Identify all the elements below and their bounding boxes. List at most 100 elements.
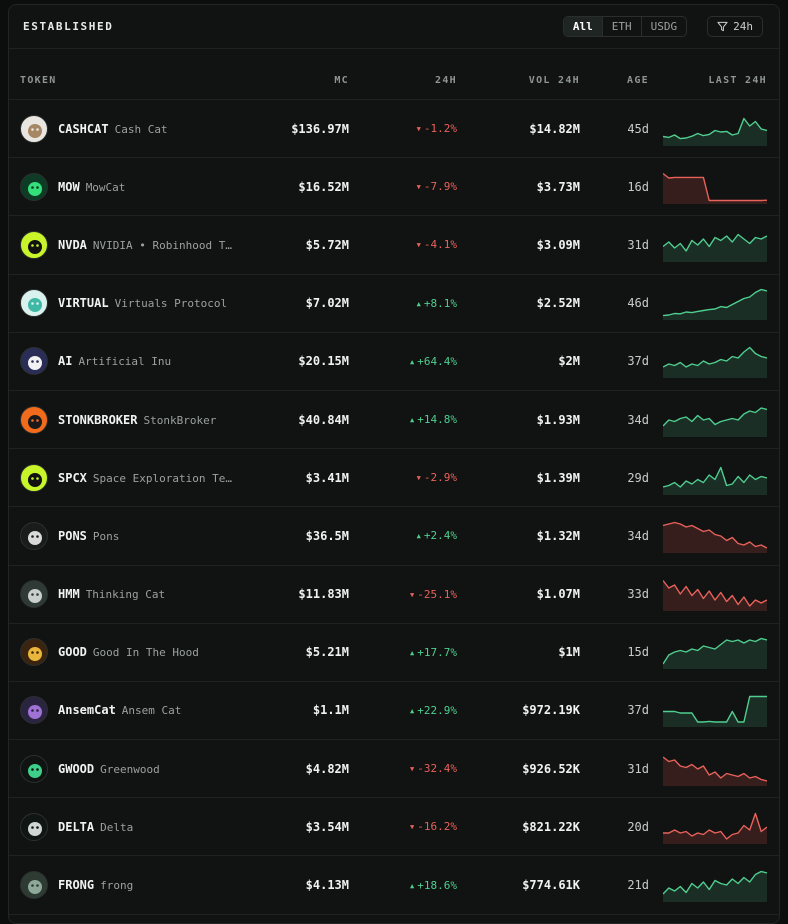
- token-age: 34d: [627, 412, 649, 427]
- sparkline-chart: [663, 756, 767, 786]
- change-24h: ▲ +18.6%: [349, 879, 457, 892]
- change-value: +18.6%: [417, 878, 457, 892]
- token-name: StonkBroker: [143, 413, 217, 427]
- token-cell: DELTA Delta: [9, 812, 259, 841]
- col-24h[interactable]: 24H: [435, 74, 457, 86]
- token-name: Good In The Hood: [92, 646, 199, 660]
- token-logo-icon: [28, 123, 42, 138]
- token-row[interactable]: DELTA Delta $3.54M ▼ -16.2% $821.22K 20d: [9, 798, 779, 857]
- triangle-down-icon: ▼: [416, 241, 421, 250]
- token-age: 15d: [627, 645, 649, 660]
- token-logo-icon: [28, 298, 42, 313]
- token-cell: NVDA NVIDIA • Robinhood T…: [9, 230, 259, 259]
- token-cell: AnsemCat Ansem Cat: [9, 696, 259, 725]
- col-mc[interactable]: MC: [334, 74, 349, 86]
- token-row[interactable]: AnsemCat Ansem Cat $1.1M ▲ +22.9% $972.19…: [9, 682, 779, 741]
- token-cell: VIRTUAL Virtuals Protocol: [9, 289, 259, 318]
- token-symbol: PONS: [58, 528, 87, 543]
- col-age[interactable]: AGE: [627, 74, 649, 86]
- token-name: NVIDIA • Robinhood T…: [92, 238, 232, 252]
- col-token[interactable]: TOKEN: [20, 74, 57, 86]
- change-24h: ▼ -32.4%: [349, 762, 457, 775]
- token-row[interactable]: GWOOD Greenwood $4.82M ▼ -32.4% $926.52K …: [9, 740, 779, 799]
- token-avatar: [20, 172, 48, 201]
- sparkline-line: [663, 696, 767, 724]
- token-age: 16d: [627, 179, 649, 194]
- token-logo-icon: [28, 239, 42, 254]
- triangle-down-icon: ▼: [410, 765, 415, 774]
- token-avatar: [20, 812, 48, 841]
- sparkline-chart: [663, 521, 767, 553]
- sparkline-chart: [663, 288, 767, 321]
- volume-24h: $14.82M: [529, 121, 580, 136]
- market-cap: $36.5M: [305, 528, 349, 543]
- sparkline-line: [663, 638, 767, 665]
- volume-24h: $774.61K: [522, 878, 580, 893]
- market-cap: $16.52M: [298, 179, 349, 194]
- token-cell: PONS Pons: [9, 521, 259, 550]
- token-symbol: MOW: [58, 179, 80, 194]
- filter-eth-button[interactable]: ETH: [603, 17, 642, 36]
- token-symbol: AnsemCat: [58, 703, 116, 718]
- change-24h: ▼ -16.2%: [349, 820, 457, 833]
- sparkline-chart: [663, 406, 767, 437]
- token-avatar: [20, 114, 48, 143]
- token-name: MowCat: [85, 180, 126, 194]
- sparkline-cell: [649, 693, 767, 728]
- change-value: -25.1%: [417, 587, 457, 601]
- sparkline-chart: [663, 580, 767, 612]
- col-vol[interactable]: VOL 24H: [528, 74, 580, 86]
- market-cap: $20.15M: [298, 354, 349, 369]
- change-24h: ▲ +64.4%: [349, 355, 457, 368]
- change-value: +2.4%: [423, 529, 457, 543]
- market-cap: $4.13M: [305, 878, 349, 893]
- filter-usdg-button[interactable]: USDG: [650, 20, 678, 33]
- sparkline-line: [663, 521, 767, 549]
- established-panel: ESTABLISHED All ETH USDG 24h TOKEN MC 24…: [8, 4, 780, 924]
- token-row[interactable]: NVDA NVIDIA • Robinhood T… $5.72M ▼ -4.1%…: [9, 216, 779, 275]
- sparkline-chart: [663, 233, 767, 262]
- sparkline-line: [663, 347, 767, 369]
- sparkline-cell: [649, 286, 767, 321]
- change-value: -32.4%: [417, 762, 457, 776]
- token-cell: STONKBROKER StonkBroker: [9, 405, 259, 434]
- token-row[interactable]: PONS Pons $36.5M ▲ +2.4% $1.32M 34d: [9, 507, 779, 566]
- token-row[interactable]: GOOD Good In The Hood $5.21M ▲ +17.7% $1M…: [9, 624, 779, 682]
- change-value: +64.4%: [417, 354, 457, 368]
- sparkline-line: [663, 756, 767, 782]
- token-logo-icon: [28, 356, 42, 371]
- volume-24h: $972.19K: [522, 703, 580, 718]
- token-name: Ansem Cat: [121, 704, 182, 718]
- token-avatar: [20, 230, 48, 259]
- sparkline-area: [663, 756, 767, 786]
- token-row[interactable]: HMM Thinking Cat $11.83M ▼ -25.1% $1.07M …: [9, 566, 779, 624]
- market-cap: $136.97M: [291, 121, 349, 136]
- sparkline-area: [663, 467, 767, 495]
- token-row[interactable]: MOW MowCat $16.52M ▼ -7.9% $3.73M 16d: [9, 158, 779, 217]
- sparkline-chart: [663, 638, 767, 670]
- token-row[interactable]: AI Artificial Inu $20.15M ▲ +64.4% $2M 37…: [9, 333, 779, 391]
- volume-24h: $3.09M: [536, 237, 580, 252]
- token-row[interactable]: STONKBROKER StonkBroker $40.84M ▲ +14.8% …: [9, 391, 779, 450]
- token-cell: AI Artificial Inu: [9, 347, 259, 376]
- token-name: Space Exploration Te…: [92, 471, 232, 485]
- sparkline-chart: [663, 117, 767, 146]
- timeframe-filter-button[interactable]: 24h: [707, 16, 763, 37]
- sparkline-line: [663, 406, 767, 427]
- sparkline-cell: [649, 403, 767, 437]
- triangle-up-icon: ▲: [416, 299, 421, 308]
- filter-all-button[interactable]: All: [563, 17, 603, 36]
- change-value: -1.2%: [423, 122, 457, 136]
- token-symbol: GOOD: [58, 645, 87, 660]
- token-name: Pons: [92, 529, 120, 543]
- token-row[interactable]: SPCX Space Exploration Te… $3.41M ▼ -2.9%…: [9, 449, 779, 508]
- token-row[interactable]: CASHCAT Cash Cat $136.97M ▼ -1.2% $14.82M…: [9, 100, 779, 159]
- token-cell: FRONG frong: [9, 871, 259, 900]
- sparkline-cell: [649, 344, 767, 379]
- token-row[interactable]: FRONG frong $4.13M ▲ +18.6% $774.61K 21d: [9, 856, 779, 915]
- triangle-down-icon: ▼: [410, 590, 415, 599]
- sparkline-area: [663, 407, 767, 437]
- token-row[interactable]: VIRTUAL Virtuals Protocol $7.02M ▲ +8.1% …: [9, 275, 779, 333]
- volume-24h: $926.52K: [522, 761, 580, 776]
- change-value: +8.1%: [423, 296, 457, 310]
